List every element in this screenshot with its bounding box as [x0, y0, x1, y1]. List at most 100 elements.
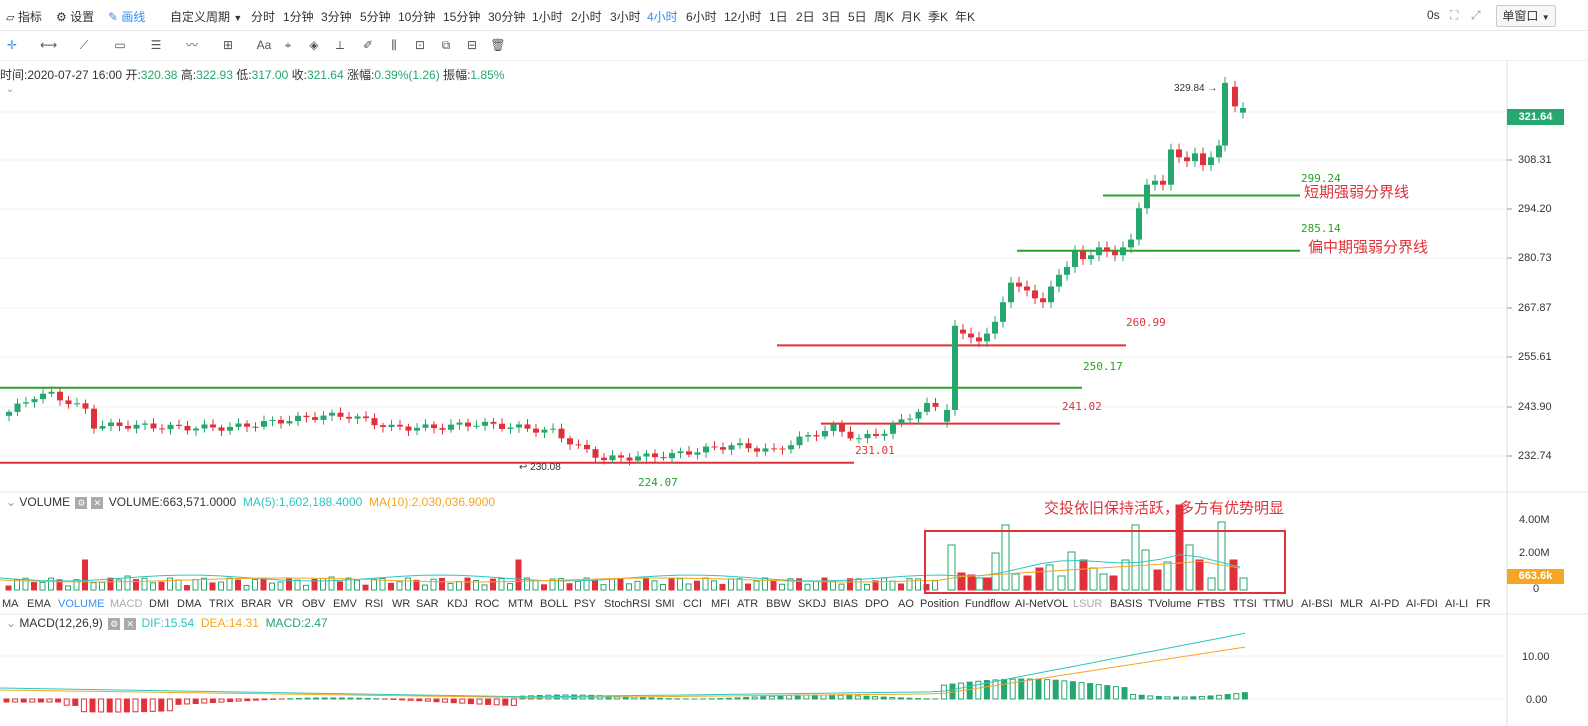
indicator-tab[interactable]: DPO — [865, 598, 889, 610]
period-tab[interactable]: 周K — [874, 10, 895, 24]
indicator-tab[interactable]: Position — [920, 598, 960, 610]
indicator-tab[interactable]: AO — [898, 598, 914, 610]
indicator-tab[interactable]: BOLL — [540, 598, 569, 610]
period-tab[interactable]: 2日 — [796, 10, 815, 24]
fullscreen-icon[interactable]: ⛶ — [1450, 8, 1459, 22]
period-tab[interactable]: 10分钟 — [398, 10, 436, 24]
draw-button[interactable]: ✎ 画线 — [108, 10, 146, 24]
indicator-tab[interactable]: Fundflow — [965, 598, 1010, 610]
horizontal-line-icon[interactable]: ⟷ — [40, 38, 58, 52]
crosshair-icon[interactable]: ✛ — [6, 38, 18, 52]
indicator-tab[interactable]: BRAR — [241, 598, 272, 610]
collapse-chevron-icon[interactable]: ⌄ — [6, 84, 15, 95]
brush-icon[interactable]: ✐ — [362, 38, 374, 52]
eye-icon[interactable]: ⧉ — [441, 38, 451, 52]
text-icon[interactable]: Aa — [256, 38, 272, 52]
period-tab[interactable]: 4小时 — [647, 10, 678, 24]
period-tab[interactable]: 月K — [901, 10, 922, 24]
period-tab[interactable]: 2小时 — [571, 10, 602, 24]
indicator-tab[interactable]: RSI — [365, 598, 384, 610]
period-tab[interactable]: 1日 — [769, 10, 788, 24]
close-icon[interactable]: ✕ — [91, 496, 104, 509]
indicator-tab[interactable]: BBW — [766, 598, 792, 610]
candle-icon[interactable]: ⫼ — [391, 38, 397, 52]
period-tab[interactable]: 3分钟 — [321, 10, 352, 24]
period-tab[interactable]: 年K — [955, 10, 976, 24]
period-tab[interactable]: 3小时 — [610, 10, 641, 24]
indicator-tab[interactable]: PSY — [574, 598, 597, 610]
indicator-tab[interactable]: WR — [392, 598, 411, 610]
measure-icon[interactable]: ⊞ — [222, 38, 234, 52]
indicator-tab[interactable]: VOLUME — [58, 598, 105, 610]
indicator-tab[interactable]: AI-FDI — [1406, 598, 1438, 610]
expand-icon[interactable]: ⤢ — [1471, 8, 1481, 22]
indicator-tab[interactable]: BASIS — [1110, 598, 1143, 610]
indicator-tab[interactable]: TVolume — [1148, 598, 1192, 610]
indicator-tab[interactable]: DMI — [149, 598, 170, 610]
candle-body — [932, 402, 939, 407]
gear-icon[interactable]: ⚙ — [108, 617, 121, 630]
indicator-tab[interactable]: EMA — [27, 598, 51, 610]
settings-layers-icon[interactable]: ⊟ — [466, 38, 478, 52]
period-tab[interactable]: 分时 — [251, 10, 276, 24]
macd-bar — [837, 694, 844, 700]
trash-icon[interactable]: 🗑 — [490, 38, 506, 52]
period-tab[interactable]: 5日 — [848, 10, 867, 24]
indicator-tab[interactable]: AI-BSI — [1301, 598, 1333, 610]
close-icon[interactable]: ✕ — [124, 617, 137, 630]
custom-period-dropdown[interactable]: 自定义周期 ▼ — [170, 10, 243, 24]
eraser-icon[interactable]: ◈ — [309, 38, 319, 52]
fib-icon[interactable]: ☰ — [150, 38, 162, 52]
collapse-chevron-icon[interactable]: ⌄ — [6, 495, 17, 509]
indicator-tab[interactable]: FTBS — [1197, 598, 1226, 610]
indicator-tab[interactable]: AI-NetVOL — [1015, 598, 1069, 610]
period-tab[interactable]: 季K — [928, 10, 949, 24]
trend-line-icon[interactable]: ⟋ — [79, 38, 89, 52]
indicator-tab[interactable]: BIAS — [833, 598, 859, 610]
indicator-tab[interactable]: MACD — [110, 598, 143, 610]
indicator-tab[interactable]: StochRSI — [604, 598, 651, 610]
indicator-tab[interactable]: TRIX — [209, 598, 235, 610]
indicator-tab[interactable]: TTMU — [1263, 598, 1294, 610]
indicator-tab[interactable]: MFI — [711, 598, 730, 610]
indicator-tab[interactable]: ATR — [737, 598, 759, 610]
indicator-tab[interactable]: MA — [2, 598, 19, 610]
indicator-tab[interactable]: MTM — [508, 598, 534, 610]
indicator-tab[interactable]: FR — [1476, 598, 1491, 610]
gear-icon[interactable]: ⚙ — [75, 496, 88, 509]
wave-icon[interactable]: 〰 — [185, 38, 198, 52]
collapse-chevron-icon[interactable]: ⌄ — [6, 616, 17, 630]
period-tab[interactable]: 15分钟 — [443, 10, 481, 24]
indicator-tab[interactable]: LSUR — [1073, 598, 1103, 610]
indicator-tab[interactable]: MLR — [1340, 598, 1364, 610]
indicator-tab[interactable]: EMV — [333, 598, 357, 610]
indicator-tab[interactable]: AI-LI — [1445, 598, 1469, 610]
rectangle-icon[interactable]: ▭ — [114, 38, 126, 52]
indicator-tab[interactable]: OBV — [302, 598, 326, 610]
period-tab[interactable]: 1分钟 — [283, 10, 314, 24]
ruler-icon[interactable]: ⟂ — [335, 38, 344, 52]
indicator-tab[interactable]: VR — [278, 598, 294, 610]
lock-icon[interactable]: ⊡ — [414, 38, 426, 52]
indicator-tab[interactable]: DMA — [177, 598, 202, 610]
indicator-tab[interactable]: SMI — [655, 598, 675, 610]
indicator-tab[interactable]: SAR — [416, 598, 439, 610]
indicator-tab[interactable]: TTSI — [1233, 598, 1257, 610]
period-tab[interactable]: 5分钟 — [360, 10, 391, 24]
indicator-tab[interactable]: AI-PD — [1370, 598, 1400, 610]
period-tab[interactable]: 3日 — [822, 10, 841, 24]
volume-bar — [252, 578, 258, 591]
period-tab[interactable]: 30分钟 — [488, 10, 526, 24]
indicator-tab[interactable]: KDJ — [447, 598, 468, 610]
window-mode-dropdown[interactable]: 单窗口 ▼ — [1496, 5, 1556, 27]
indicator-tab[interactable]: ROC — [475, 598, 500, 610]
period-tab[interactable]: 1小时 — [532, 10, 563, 24]
settings-button[interactable]: ⚙ 设置 — [56, 10, 95, 24]
indicator-button[interactable]: ▱ 指标 — [6, 10, 42, 24]
period-tab[interactable]: 6小时 — [686, 10, 717, 24]
period-tab[interactable]: 12小时 — [724, 10, 762, 24]
indicator-tab[interactable]: SKDJ — [798, 598, 827, 610]
indicator-tab[interactable]: CCI — [683, 598, 702, 610]
magnet-icon[interactable]: ⌖ — [284, 38, 292, 52]
